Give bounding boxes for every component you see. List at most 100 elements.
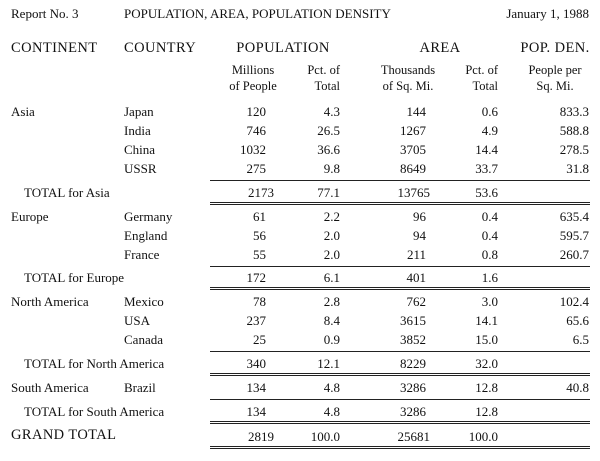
total-double-rule [210, 202, 590, 205]
header-den-1: People per [528, 63, 582, 77]
header-area-pct-2: Total [472, 79, 498, 93]
area-pct-value: 4.9 [481, 123, 498, 138]
total-label: TOTAL for North America [24, 356, 165, 371]
continent-label: South America [11, 380, 89, 395]
total-label: TOTAL for Asia [24, 185, 110, 200]
area-value: 8649 [400, 161, 426, 176]
pop-pct-value: 4.8 [323, 404, 340, 419]
area-value: 3705 [400, 142, 426, 157]
pop-pct-value: 12.1 [317, 356, 340, 371]
pop-value: 2173 [248, 185, 274, 200]
header-pop-den: POP. DEN. [520, 40, 590, 56]
country-label: Japan [124, 104, 154, 119]
country-label: USA [124, 313, 151, 328]
subtotal-rule [210, 266, 590, 267]
header-millions-2: of People [229, 79, 277, 93]
subtotal-rule [210, 180, 590, 181]
pop-pct-value: 100.0 [310, 429, 340, 444]
area-value: 94 [413, 228, 426, 243]
header-population: POPULATION [236, 40, 330, 56]
area-pct-value: 1.6 [481, 270, 498, 285]
area-value: 8229 [400, 356, 426, 371]
header-den-2: Sq. Mi. [536, 79, 574, 93]
area-pct-value: 0.6 [481, 104, 498, 119]
header-millions-1: Millions [231, 63, 275, 77]
continent-label: Europe [11, 209, 49, 224]
density-value: 65.6 [566, 313, 589, 328]
pop-value: 1032 [240, 142, 266, 157]
pop-value: 237 [246, 313, 267, 328]
header-thousands-1: Thousands [380, 63, 436, 77]
pop-pct-value: 77.1 [317, 185, 340, 200]
total-double-rule [210, 373, 590, 376]
pop-value: 61 [253, 209, 266, 224]
area-value: 3852 [400, 332, 426, 347]
country-label: India [124, 123, 151, 138]
pop-value: 746 [246, 123, 267, 138]
pop-value: 340 [246, 356, 267, 371]
pop-value: 134 [246, 404, 267, 419]
area-value: 3286 [400, 380, 426, 395]
total-double-rule [210, 421, 590, 424]
area-pct-value: 0.4 [481, 228, 498, 243]
header-pop-pct-2: Total [314, 79, 340, 93]
country-label: China [124, 142, 156, 157]
area-pct-value: 12.8 [475, 380, 498, 395]
area-pct-value: 0.8 [481, 247, 498, 262]
grand-total-label: GRAND TOTAL [11, 427, 117, 443]
header-area: AREA [419, 40, 461, 56]
pop-pct-value: 2.2 [323, 209, 340, 224]
subtotal-rule [210, 351, 590, 352]
area-value: 13765 [397, 185, 431, 200]
pop-value: 120 [246, 104, 267, 119]
pop-value: 2819 [248, 429, 274, 444]
density-value: 40.8 [566, 380, 589, 395]
country-label: Mexico [124, 294, 164, 309]
pop-value: 55 [253, 247, 266, 262]
grand-total-double-rule [210, 446, 590, 449]
pop-pct-value: 2.8 [323, 294, 340, 309]
pop-pct-value: 4.8 [323, 380, 340, 395]
density-value: 278.5 [559, 142, 589, 157]
area-pct-value: 14.1 [475, 313, 498, 328]
header-thousands-2: of Sq. Mi. [382, 79, 434, 93]
area-value: 3615 [400, 313, 426, 328]
area-value: 3286 [400, 404, 426, 419]
density-value: 260.7 [559, 247, 589, 262]
area-pct-value: 15.0 [475, 332, 498, 347]
pop-pct-value: 2.0 [323, 228, 340, 243]
pop-value: 275 [246, 161, 267, 176]
pop-value: 56 [253, 228, 266, 243]
pop-pct-value: 9.8 [323, 161, 340, 176]
header-country: COUNTRY [124, 40, 197, 56]
area-pct-value: 3.0 [481, 294, 498, 309]
pop-pct-value: 2.0 [323, 247, 340, 262]
pop-pct-value: 0.9 [323, 332, 340, 347]
area-pct-value: 33.7 [475, 161, 498, 176]
pop-pct-value: 26.5 [317, 123, 340, 138]
density-value: 635.4 [559, 209, 589, 224]
area-pct-value: 12.8 [475, 404, 498, 419]
country-label: USSR [124, 161, 157, 176]
density-value: 588.8 [559, 123, 589, 138]
area-value: 25681 [397, 429, 431, 444]
report-number: Report No. 3 [11, 6, 79, 21]
density-value: 31.8 [566, 161, 589, 176]
header-pop-pct-1: Pct. of [307, 63, 340, 77]
area-value: 762 [406, 294, 427, 309]
area-value: 211 [406, 247, 426, 262]
country-label: England [124, 228, 168, 243]
area-value: 401 [406, 270, 427, 285]
country-label: Canada [124, 332, 163, 347]
report-date: January 1, 1988 [506, 6, 589, 21]
area-value: 96 [413, 209, 426, 224]
area-pct-value: 32.0 [475, 356, 498, 371]
density-value: 102.4 [559, 294, 589, 309]
country-label: Germany [124, 209, 173, 224]
pop-pct-value: 6.1 [323, 270, 340, 285]
density-value: 595.7 [559, 228, 589, 243]
pop-value: 78 [253, 294, 266, 309]
area-pct-value: 100.0 [468, 429, 498, 444]
continent-label: Asia [11, 104, 35, 119]
pop-pct-value: 4.3 [323, 104, 340, 119]
